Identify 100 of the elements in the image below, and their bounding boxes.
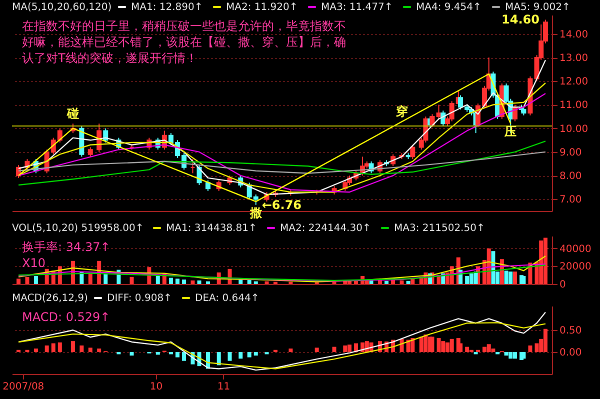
y-tick-label: 13.00 — [560, 53, 588, 64]
bar — [51, 343, 56, 352]
bar — [168, 278, 173, 284]
y-tick-label: 0.00 — [560, 348, 582, 359]
y-tick-label: 14.00 — [560, 29, 588, 40]
legend-label: MA3: 11.477↑ — [321, 2, 393, 13]
bar — [80, 345, 84, 352]
bar — [273, 350, 278, 352]
annotation: ←6.76 — [262, 198, 302, 212]
legend-label: MA1: 12.890↑ — [131, 2, 203, 13]
annotation: 14.60 — [502, 12, 540, 27]
bar — [247, 352, 252, 358]
bar — [34, 276, 38, 284]
bar — [474, 272, 478, 284]
bar — [70, 341, 75, 352]
legend-title: MA(5,10,20,60,120) — [12, 2, 112, 13]
line-series — [18, 255, 546, 282]
bar — [44, 345, 49, 352]
bar — [410, 338, 415, 352]
annotation: 穿 — [394, 104, 408, 119]
bar — [343, 345, 348, 352]
bar — [190, 280, 195, 284]
legend-title: VOL(5,10,20) 519958.00↑ — [12, 223, 144, 234]
annotation: MACD: 0.529↑ — [22, 310, 110, 324]
bar — [175, 278, 180, 284]
bar — [264, 281, 269, 284]
bar — [175, 352, 180, 358]
annotation: 压 — [504, 124, 517, 139]
legend-label: DEA: 0.644↑ — [195, 293, 260, 304]
bar — [88, 348, 92, 352]
bar — [156, 352, 160, 355]
line-series — [18, 140, 546, 186]
y-tick-label: 20000 — [560, 262, 592, 273]
bar — [369, 280, 374, 284]
bar — [130, 352, 134, 356]
line-series — [18, 312, 546, 371]
x-tick-label: 10 — [150, 382, 163, 392]
y-tick-label: 0.50 — [560, 326, 582, 337]
bar — [88, 273, 92, 284]
bar — [25, 276, 30, 284]
legend-label: MA1: 314438.81↑ — [166, 223, 257, 234]
bar — [254, 281, 258, 284]
candlestick — [449, 100, 454, 122]
legend-label: DIFF: 0.908↑ — [107, 293, 172, 304]
bar — [406, 280, 410, 284]
annotation: X10 — [22, 256, 46, 270]
bar — [512, 352, 517, 359]
bar — [182, 280, 186, 284]
bar — [508, 352, 513, 359]
bar — [197, 280, 202, 284]
bar — [476, 350, 480, 352]
bar — [228, 352, 232, 361]
y-tick-label: 11.00 — [560, 100, 588, 112]
bar — [419, 336, 424, 352]
x-tick-label: 11 — [217, 382, 230, 392]
bar — [450, 338, 454, 352]
line-series — [18, 322, 546, 370]
candlestick — [205, 180, 210, 192]
bar — [182, 352, 186, 361]
bar — [504, 352, 508, 356]
candlestick — [88, 146, 93, 158]
annotation: 换手率: 34.37↑ — [22, 240, 110, 254]
bar — [504, 270, 508, 284]
bar — [508, 272, 513, 284]
legend-label: MA4: 9.454↑ — [416, 2, 482, 13]
annotation: 碰 — [66, 106, 79, 121]
bar — [314, 348, 319, 352]
bar — [97, 348, 102, 352]
y-tick-label: 12.00 — [560, 76, 588, 88]
bar — [238, 352, 243, 359]
y-tick-label: 10.00 — [560, 124, 588, 135]
bar — [441, 341, 446, 352]
y-tick-label: 0 — [560, 280, 566, 290]
bar — [58, 342, 62, 352]
bar — [465, 346, 470, 352]
bar — [543, 238, 548, 284]
bar — [400, 280, 404, 284]
bar — [254, 352, 258, 356]
bar — [486, 344, 491, 352]
bar — [534, 343, 539, 352]
bar — [130, 276, 134, 284]
bar — [469, 350, 474, 352]
bar — [465, 276, 470, 284]
y-tick-label: 9.00 — [560, 147, 582, 158]
candlestick — [458, 94, 464, 110]
legend-label: MA2: 224144.30↑ — [280, 223, 371, 234]
bar — [16, 350, 21, 352]
bar — [512, 272, 517, 284]
y-tick-label: 8.00 — [560, 171, 582, 182]
bar — [539, 240, 544, 284]
bar — [543, 328, 548, 352]
y-tick-label: 7.00 — [560, 194, 582, 206]
bar — [384, 280, 389, 284]
bar — [288, 348, 293, 352]
bar — [206, 281, 210, 284]
bar — [25, 350, 30, 352]
x-tick-label: 2007/08 — [2, 382, 44, 392]
bar — [486, 248, 491, 284]
bar — [34, 348, 38, 352]
annotation: 在指数不好的日子里，稍稍压破一些也是允许的，毕竟指数不好嘛，能这样已经不错了，该股在【碰、撒、穿、压】后，确认了对T线的突破，遂展开行情！ — [22, 19, 346, 65]
